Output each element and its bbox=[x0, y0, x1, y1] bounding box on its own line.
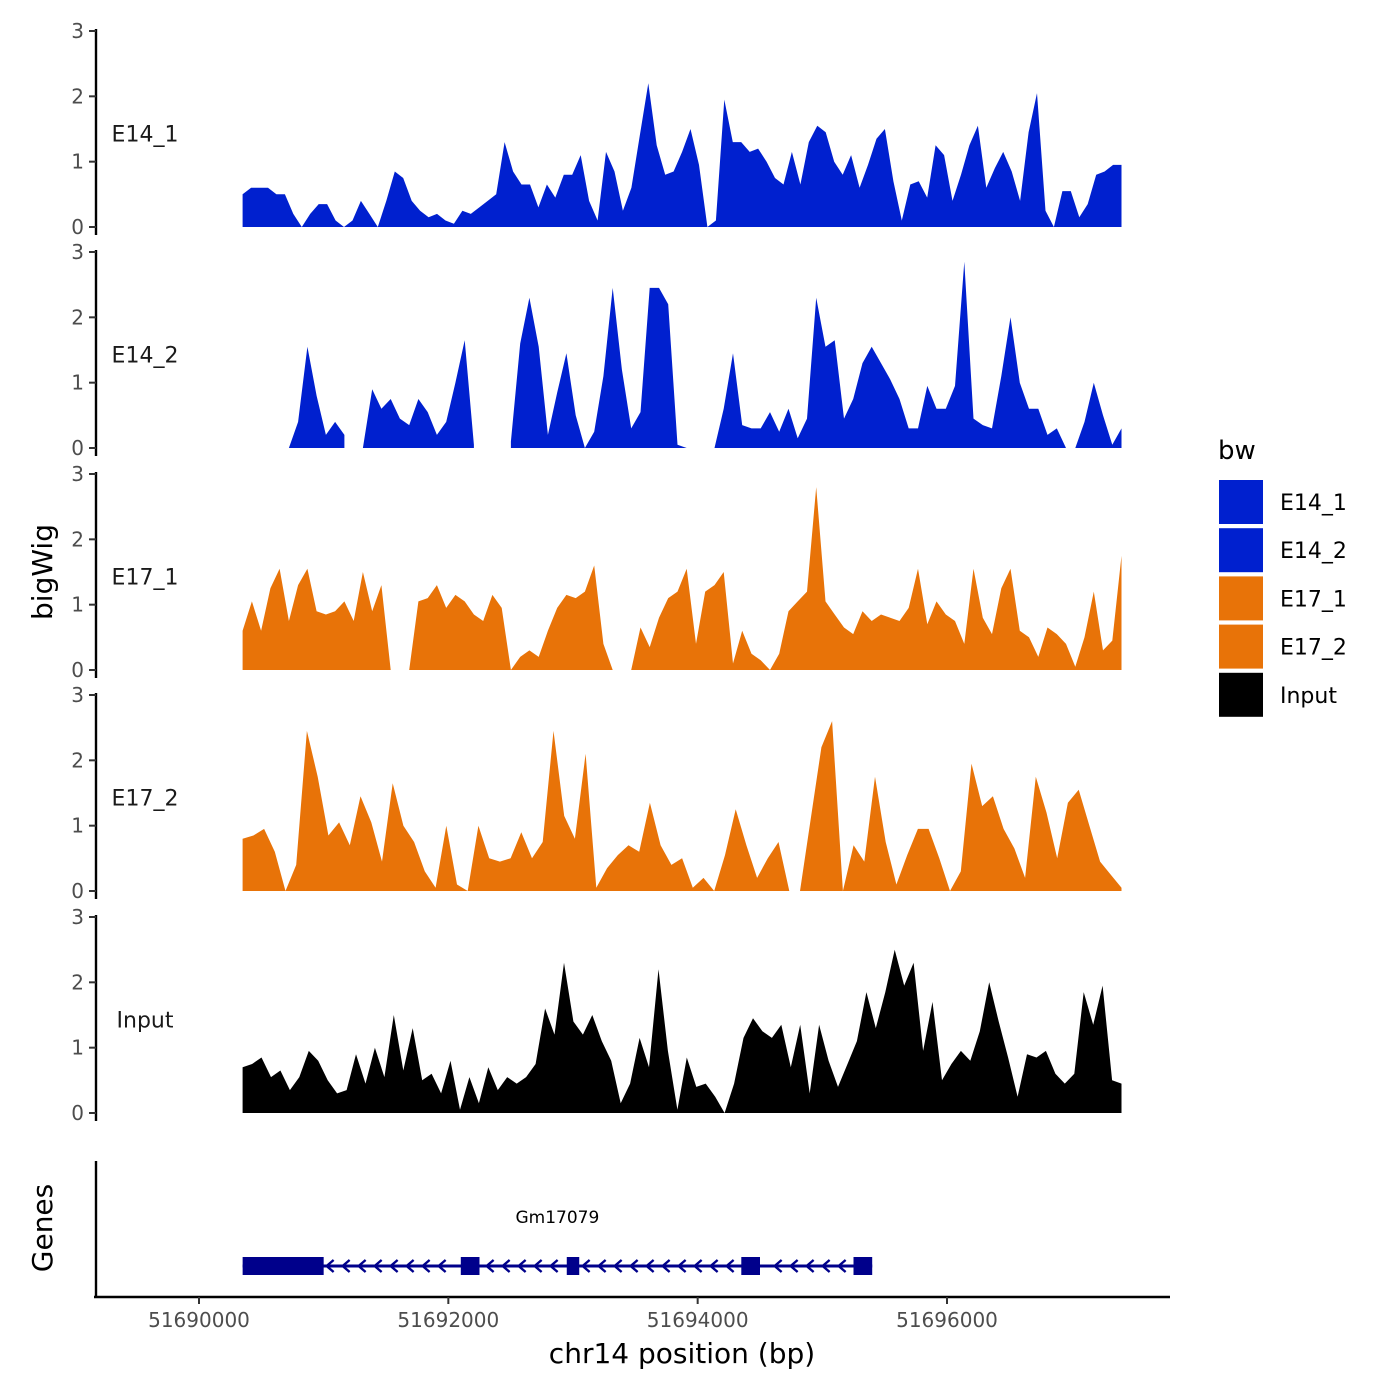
strand-arrow bbox=[388, 1259, 399, 1273]
strand-arrow bbox=[692, 1259, 703, 1273]
exon-block bbox=[566, 1257, 580, 1275]
strand-arrow bbox=[676, 1259, 687, 1273]
legend-label: E14_1 bbox=[1280, 491, 1347, 516]
y-tick-label: 2 bbox=[71, 305, 84, 329]
strand-arrow bbox=[596, 1259, 607, 1273]
track-label: E17_1 bbox=[112, 566, 179, 591]
legend-swatch bbox=[1219, 624, 1263, 669]
y-tick-label: 1 bbox=[71, 814, 84, 838]
strand-arrow bbox=[804, 1259, 815, 1273]
y-tick-label: 0 bbox=[71, 658, 84, 682]
legend: bw E14_1 E14_2 E17_1 E17_2 Input bbox=[1218, 436, 1347, 717]
strand-arrow bbox=[724, 1259, 735, 1273]
track-e17-2: 0 1 2 3 E17_2 bbox=[71, 683, 1122, 903]
y-tick-label: 0 bbox=[71, 879, 84, 903]
legend-item: E17_1 bbox=[1219, 576, 1347, 621]
y-tick-label: 1 bbox=[71, 1036, 84, 1060]
y-tick-label: 2 bbox=[71, 527, 84, 551]
strand-arrow bbox=[500, 1259, 511, 1273]
y-tick-label: 0 bbox=[71, 1101, 84, 1125]
legend-item: Input bbox=[1219, 672, 1337, 717]
strand-arrow bbox=[820, 1259, 831, 1273]
track-input: 0 1 2 3 Input bbox=[71, 905, 1122, 1125]
legend-swatch bbox=[1219, 672, 1263, 717]
x-tick-label: 51692000 bbox=[397, 1308, 499, 1332]
strand-arrow bbox=[372, 1259, 383, 1273]
y-tick-label: 3 bbox=[71, 240, 84, 264]
exon-block bbox=[242, 1257, 324, 1275]
strand-arrow bbox=[340, 1259, 351, 1273]
strand-arrow bbox=[836, 1259, 847, 1273]
track-e14-2: 0 1 2 3 E14_2 bbox=[71, 240, 1122, 460]
coverage-area bbox=[288, 261, 1122, 448]
legend-label: Input bbox=[1280, 684, 1337, 709]
legend-swatch bbox=[1219, 480, 1263, 524]
track-e17-1: 0 1 2 3 E17_1 bbox=[71, 462, 1122, 682]
strand-arrow bbox=[356, 1259, 367, 1273]
exon-block bbox=[460, 1257, 480, 1275]
strand-arrow bbox=[420, 1259, 431, 1273]
strand-arrow bbox=[660, 1259, 671, 1273]
strand-arrow bbox=[436, 1259, 447, 1273]
gene-name-label: Gm17079 bbox=[516, 1208, 600, 1228]
coverage-area bbox=[242, 721, 1122, 891]
y-tick-label: 0 bbox=[71, 436, 84, 460]
strand-arrow bbox=[324, 1259, 335, 1273]
y-axis-title: bigWig bbox=[26, 524, 59, 620]
strand-arrow bbox=[404, 1259, 415, 1273]
y-tick-label: 2 bbox=[71, 970, 84, 994]
legend-swatch bbox=[1219, 576, 1263, 621]
track-label: E14_2 bbox=[112, 344, 179, 369]
track-label: E14_1 bbox=[112, 123, 179, 148]
legend-label: E17_2 bbox=[1280, 636, 1347, 661]
legend-title: bw bbox=[1218, 436, 1256, 466]
x-tick-label: 51690000 bbox=[148, 1308, 250, 1332]
x-tick-label: 51694000 bbox=[647, 1308, 749, 1332]
track-label: Input bbox=[117, 1009, 174, 1034]
y-tick-label: 3 bbox=[71, 19, 84, 43]
y-tick-label: 3 bbox=[71, 462, 84, 486]
y-tick-label: 1 bbox=[71, 150, 84, 174]
exon-block bbox=[741, 1257, 760, 1275]
y-tick-label: 2 bbox=[71, 84, 84, 108]
genes-track: Genes Gm17079 bbox=[26, 1161, 873, 1296]
strand-arrow bbox=[612, 1259, 623, 1273]
legend-item: E14_1 bbox=[1219, 480, 1347, 524]
y-tick-label: 1 bbox=[71, 593, 84, 617]
x-tick-label: 51696000 bbox=[896, 1308, 998, 1332]
genes-track-label: Genes bbox=[26, 1184, 59, 1272]
x-axis-title: chr14 position (bp) bbox=[549, 1337, 815, 1370]
x-axis: 51690000 51692000 51694000 51696000 chr14 po… bbox=[94, 1295, 1170, 1370]
strand-arrow bbox=[772, 1259, 783, 1273]
legend-item: E14_2 bbox=[1219, 528, 1347, 573]
strand-arrow bbox=[788, 1259, 799, 1273]
strand-arrow bbox=[708, 1259, 719, 1273]
coverage-area bbox=[242, 949, 1122, 1113]
coverage-area bbox=[242, 487, 1122, 670]
legend-swatch bbox=[1219, 528, 1263, 573]
strand-arrow bbox=[484, 1259, 495, 1273]
strand-arrow bbox=[548, 1259, 559, 1273]
strand-arrow bbox=[644, 1259, 655, 1273]
exon-block bbox=[853, 1257, 873, 1275]
y-tick-label: 3 bbox=[71, 683, 84, 707]
y-tick-label: 1 bbox=[71, 371, 84, 395]
y-tick-label: 3 bbox=[71, 905, 84, 929]
strand-arrow bbox=[628, 1259, 639, 1273]
legend-label: E17_1 bbox=[1280, 587, 1347, 612]
strand-arrow bbox=[532, 1259, 543, 1273]
strand-arrow bbox=[580, 1259, 591, 1273]
y-tick-label: 0 bbox=[71, 215, 84, 239]
y-tick-label: 2 bbox=[71, 748, 84, 772]
coverage-area bbox=[242, 83, 1122, 227]
legend-item: E17_2 bbox=[1219, 624, 1347, 669]
track-label: E17_2 bbox=[112, 787, 179, 812]
strand-arrow bbox=[516, 1259, 527, 1273]
track-e14-1: 0 1 2 3 E14_1 bbox=[71, 19, 1122, 239]
legend-label: E14_2 bbox=[1280, 539, 1347, 564]
